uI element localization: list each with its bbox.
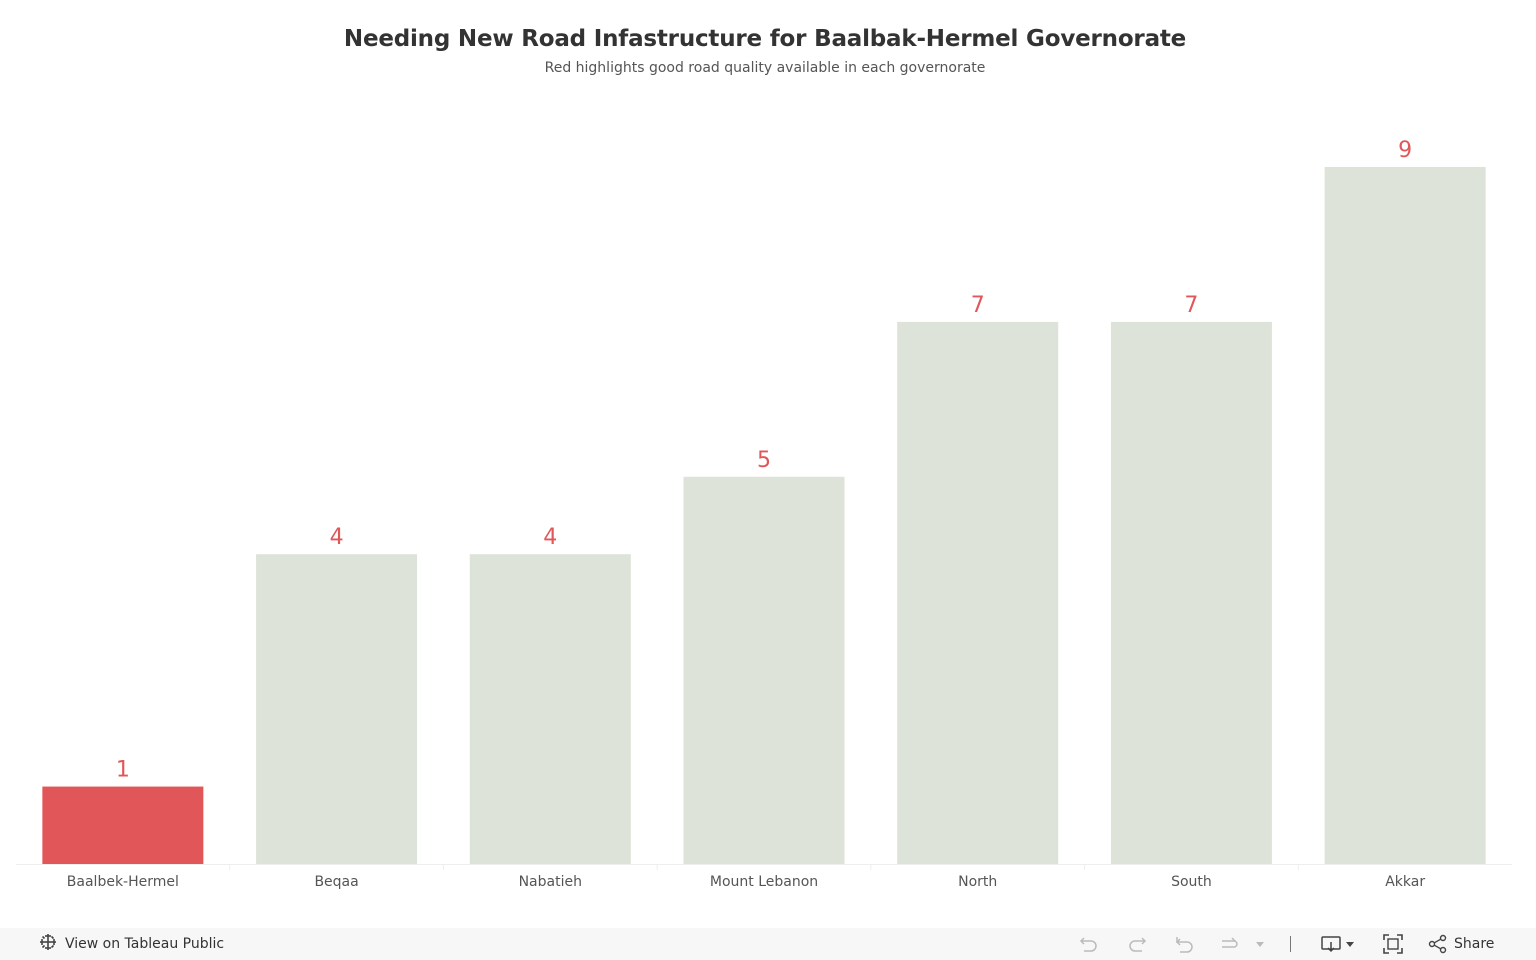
bar-akkar[interactable] (1324, 167, 1486, 864)
value-label: 5 (757, 448, 771, 473)
bar-baalbek-hermel[interactable] (42, 786, 204, 864)
revert-icon (1174, 934, 1196, 954)
category-tick-label: Beqaa (314, 874, 358, 890)
share-icon (1428, 934, 1448, 954)
dropdown-caret-icon (1254, 939, 1266, 949)
refresh-icon (1218, 934, 1240, 954)
bar-chart: 1 4 4 5 7 7 9 Baalbek-Hermel Beqaa Nabatieh Mount… (16, 138, 1512, 890)
bar-nabatieh[interactable] (469, 554, 631, 864)
value-label: 1 (116, 758, 130, 783)
revert-button[interactable] (1174, 928, 1196, 960)
chart-subtitle: Red highlights good road quality availab… (544, 60, 986, 76)
value-label: 4 (543, 525, 557, 550)
toolbar-divider (1290, 936, 1291, 952)
value-label: 7 (971, 293, 985, 318)
refresh-button[interactable] (1218, 928, 1240, 960)
category-tick-label: Nabatieh (519, 874, 582, 890)
chart-title: Needing New Road Infastructure for Baalb… (343, 26, 1187, 52)
view-on-tableau-link[interactable]: View on Tableau Public (38, 928, 224, 960)
download-button[interactable] (1320, 928, 1356, 960)
bar-mount-lebanon[interactable] (683, 476, 845, 864)
value-label: 7 (1184, 293, 1198, 318)
tableau-logo-icon (38, 932, 58, 956)
share-button[interactable]: Share (1428, 928, 1494, 960)
category-tick-label: Mount Lebanon (710, 874, 818, 890)
toolbar: View on Tableau Public (0, 928, 1536, 960)
category-tick-label: North (958, 874, 997, 890)
bar-south[interactable] (1110, 321, 1272, 864)
value-label: 9 (1398, 138, 1412, 163)
download-icon (1320, 934, 1356, 954)
bars-layer (42, 167, 1486, 864)
category-tick-label: South (1171, 874, 1212, 890)
category-tick-label: Baalbek-Hermel (67, 874, 179, 890)
view-on-tableau-label: View on Tableau Public (65, 936, 225, 952)
redo-button[interactable] (1126, 928, 1148, 960)
undo-icon (1078, 934, 1100, 954)
fullscreen-icon (1382, 933, 1404, 955)
share-label: Share (1454, 936, 1495, 952)
value-labels-layer: 1 4 4 5 7 7 9 (116, 138, 1412, 783)
undo-button[interactable] (1078, 928, 1100, 960)
bar-north[interactable] (897, 321, 1059, 864)
bar-beqaa[interactable] (256, 554, 418, 864)
fullscreen-button[interactable] (1382, 928, 1404, 960)
value-label: 4 (330, 525, 344, 550)
redo-icon (1126, 934, 1148, 954)
refresh-options-button[interactable] (1254, 928, 1266, 960)
category-tick-label: Akkar (1385, 874, 1425, 890)
category-ticks-layer: Baalbek-Hermel Beqaa Nabatieh Mount Lebanon… (16, 864, 1512, 890)
